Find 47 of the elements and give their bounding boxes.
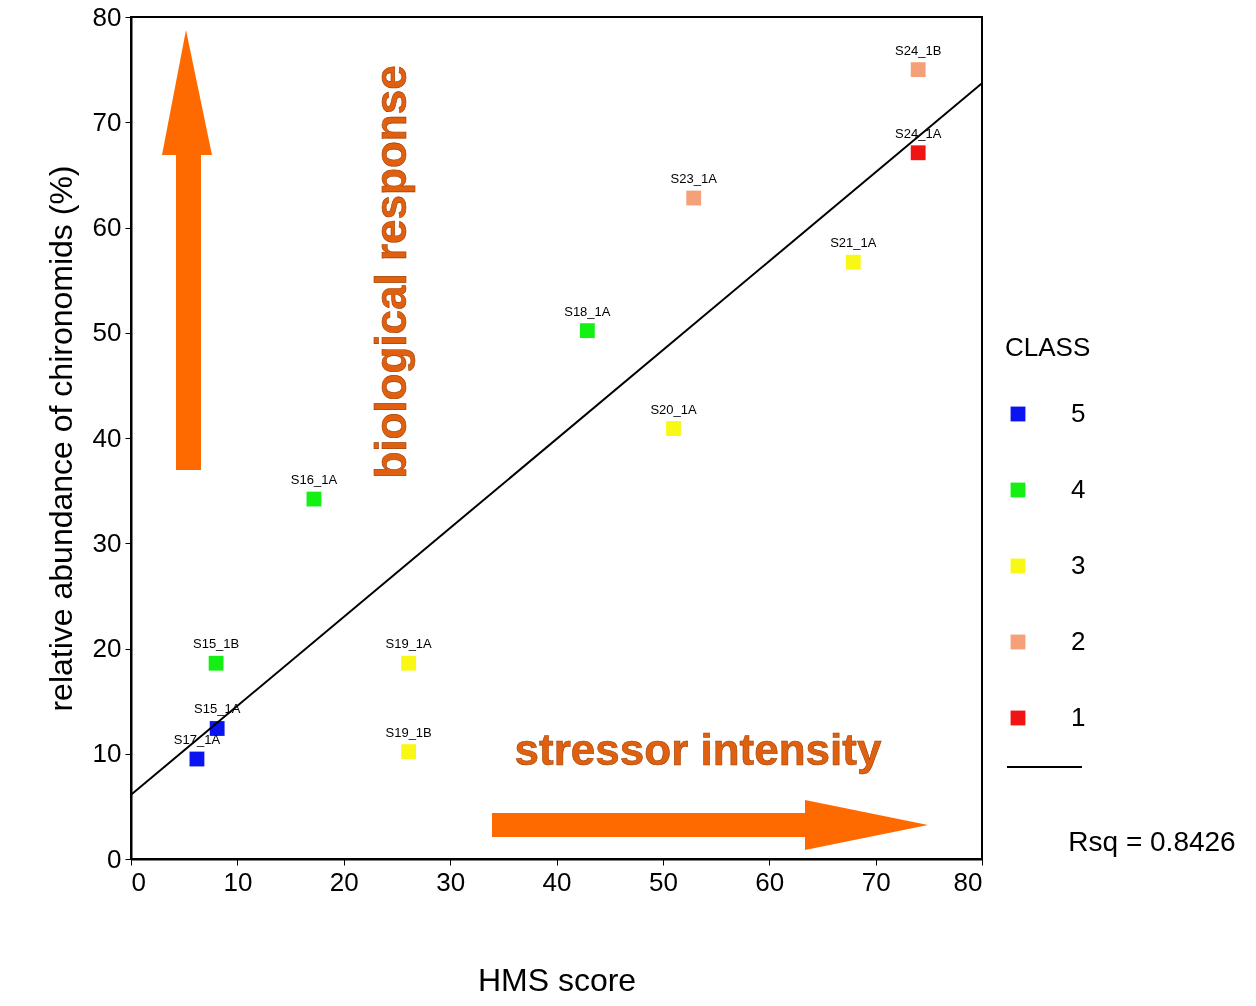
annotation: S24_1B xyxy=(895,42,942,58)
x-tick-label: 0 xyxy=(131,866,146,897)
y-tick-label: 70 xyxy=(92,106,122,137)
x-axis-title: HMS score xyxy=(477,961,637,998)
legend-label: 4 xyxy=(1071,474,1086,504)
annotation: biological response xyxy=(366,65,415,479)
x-tick-label: 10 xyxy=(223,866,253,897)
y-tick-label: 50 xyxy=(92,317,122,348)
annotation: S21_1A xyxy=(830,235,877,251)
y-tick-label: 10 xyxy=(92,738,122,769)
legend-label: 2 xyxy=(1071,626,1086,656)
y-tick-label: 20 xyxy=(92,633,122,663)
point xyxy=(686,190,702,206)
annotation: S20_1A xyxy=(650,401,697,417)
x-tick-label: 80 xyxy=(953,866,983,897)
y-tick-label: 40 xyxy=(92,422,122,453)
point xyxy=(208,655,224,671)
point xyxy=(401,655,417,671)
y-axis-title: relative abundance of chironomids (%) xyxy=(42,165,79,712)
annotation: S19_1A xyxy=(385,636,433,652)
annotation: S23_1A xyxy=(670,171,718,187)
point xyxy=(401,744,417,760)
y-tick-label: 60 xyxy=(92,212,122,242)
legend-label: 3 xyxy=(1071,550,1086,580)
x-tick-label: 70 xyxy=(861,866,891,897)
annotation: S18_1A xyxy=(564,303,611,319)
annotation: S16_1A xyxy=(290,472,338,488)
y-tick-label: 80 xyxy=(92,1,122,32)
legend-label: 1 xyxy=(1071,702,1086,732)
x-tick-label: 40 xyxy=(542,866,572,897)
legend-label: 5 xyxy=(1071,398,1086,428)
annotation: stressor intensity xyxy=(514,725,882,774)
point xyxy=(910,145,926,161)
point xyxy=(579,323,595,339)
text: Rsq = 0.8426 xyxy=(1068,826,1236,857)
y-tick-label: 0 xyxy=(107,843,122,874)
legend-title: CLASS xyxy=(1005,332,1091,362)
x-tick-label: 20 xyxy=(329,866,359,897)
point xyxy=(845,254,861,270)
x-tick-label: 60 xyxy=(755,866,785,897)
x-tick-label: 50 xyxy=(648,866,678,897)
x-tick-label: 30 xyxy=(436,866,466,897)
annotation: S19_1B xyxy=(385,724,432,740)
annotation: S15_1B xyxy=(192,636,240,652)
point xyxy=(666,421,681,436)
point xyxy=(910,62,926,78)
y-tick-label: 30 xyxy=(92,527,122,558)
